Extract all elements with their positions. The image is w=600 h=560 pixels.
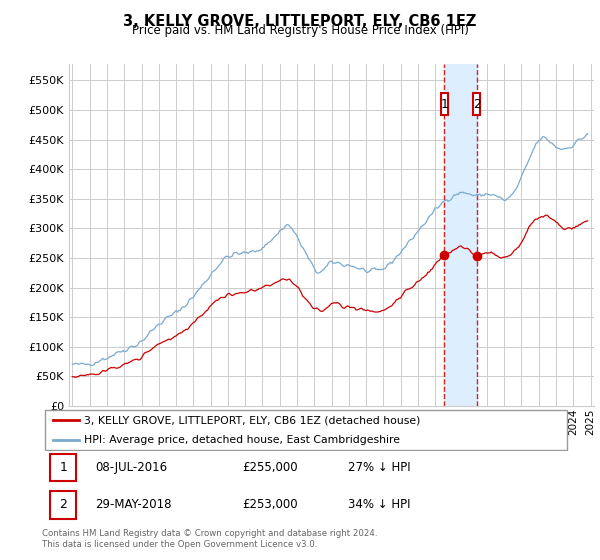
FancyBboxPatch shape	[441, 93, 448, 115]
Text: Price paid vs. HM Land Registry's House Price Index (HPI): Price paid vs. HM Land Registry's House …	[131, 24, 469, 37]
FancyBboxPatch shape	[50, 454, 76, 481]
Text: 27% ↓ HPI: 27% ↓ HPI	[348, 461, 411, 474]
Text: 2: 2	[59, 498, 67, 511]
Text: 3, KELLY GROVE, LITTLEPORT, ELY, CB6 1EZ (detached house): 3, KELLY GROVE, LITTLEPORT, ELY, CB6 1EZ…	[84, 415, 421, 425]
Text: 3, KELLY GROVE, LITTLEPORT, ELY, CB6 1EZ: 3, KELLY GROVE, LITTLEPORT, ELY, CB6 1EZ	[124, 14, 476, 29]
Text: 08-JUL-2016: 08-JUL-2016	[95, 461, 167, 474]
FancyBboxPatch shape	[473, 93, 481, 115]
Text: 1: 1	[440, 97, 448, 110]
FancyBboxPatch shape	[50, 491, 76, 519]
Text: £255,000: £255,000	[242, 461, 298, 474]
Text: 34% ↓ HPI: 34% ↓ HPI	[348, 498, 411, 511]
Text: 2: 2	[473, 97, 481, 110]
Text: 29-MAY-2018: 29-MAY-2018	[95, 498, 172, 511]
Text: 1: 1	[59, 461, 67, 474]
Text: Contains HM Land Registry data © Crown copyright and database right 2024.: Contains HM Land Registry data © Crown c…	[42, 529, 377, 538]
FancyBboxPatch shape	[44, 410, 568, 450]
Text: £253,000: £253,000	[242, 498, 298, 511]
Text: HPI: Average price, detached house, East Cambridgeshire: HPI: Average price, detached house, East…	[84, 435, 400, 445]
Bar	[445, 64, 477, 406]
Text: This data is licensed under the Open Government Licence v3.0.: This data is licensed under the Open Gov…	[42, 540, 317, 549]
